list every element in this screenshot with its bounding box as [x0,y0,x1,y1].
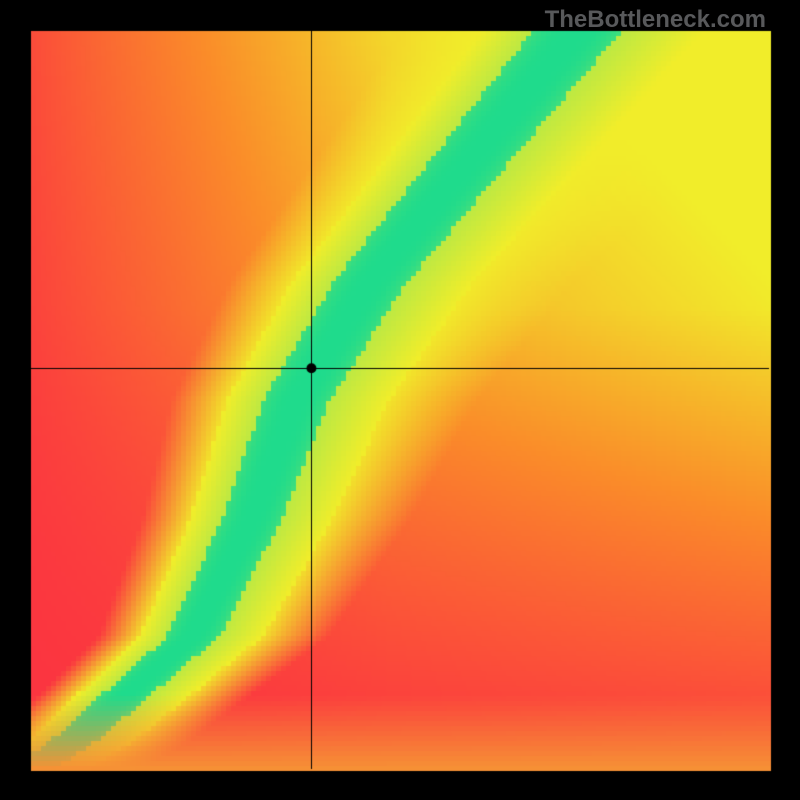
watermark-text: TheBottleneck.com [545,6,766,34]
bottleneck-heatmap [0,0,800,800]
chart-container: TheBottleneck.com [0,0,800,800]
